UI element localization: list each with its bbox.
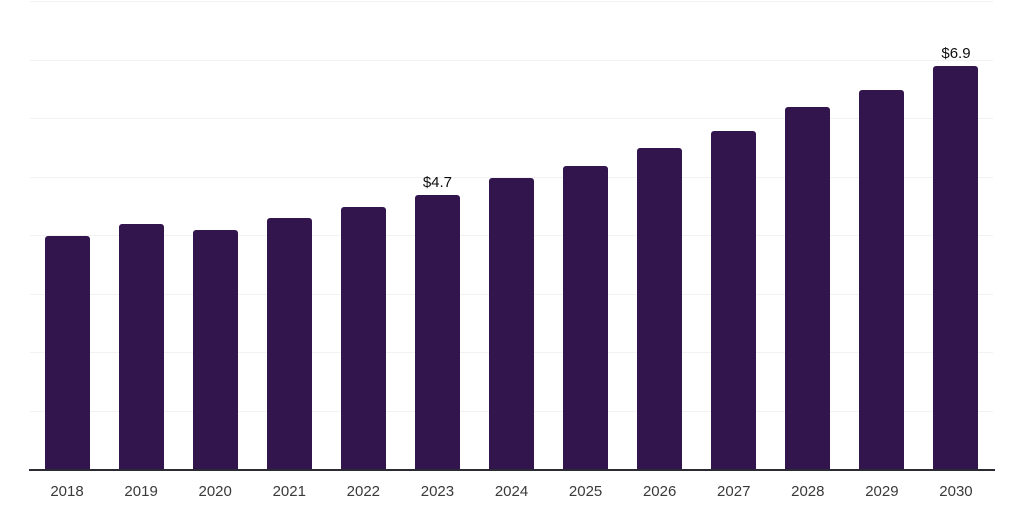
bar-band-2021 [252,2,326,470]
x-tick-label-2027: 2027 [717,483,751,500]
gridline-y-8 [30,1,993,2]
bar-band-2030: $6.9 [919,2,993,470]
x-tick-label-2030: 2030 [939,483,973,500]
gridline-y-7 [30,59,993,61]
bar-2020 [192,230,238,470]
bar-band-2019 [104,2,178,470]
x-axis-tick-labels: 2018 2019 2020 2021 2022 2023 2024 2025 2026 2027… [30,471,993,500]
x-tick-label-2022: 2022 [346,483,381,500]
bar-band-2022 [326,2,400,470]
bar-2023 [414,195,460,470]
bar-band-2029 [845,2,919,470]
bar-2018 [44,236,90,470]
bar-band-2027 [697,2,771,470]
bar-2030 [933,66,979,470]
x-tick-label-2028: 2028 [791,483,825,500]
bar-band-2020 [178,2,252,470]
gridline-y-5 [30,176,993,178]
bar-2026 [637,148,683,470]
x-tick-label-2019: 2019 [124,483,158,500]
bar-value-label-2030: $6.9 [941,45,971,63]
bar-band-2024 [474,2,548,470]
x-tick-label-2018: 2018 [50,483,84,500]
bar-series: $4.7 $6.9 [30,2,993,470]
gridline-y-6 [30,118,993,119]
x-tick-label-2023: 2023 [420,483,455,500]
x-tick-label-2026: 2026 [642,483,677,500]
bar-2028 [785,107,831,470]
bar-band-2026 [623,2,697,470]
bar-2019 [118,224,164,470]
bar-2025 [563,165,609,470]
bar-2024 [489,177,534,470]
bar-2022 [340,206,386,470]
bar-band-2023: $4.7 [400,2,474,470]
bar-value-label-2023: $4.7 [422,174,453,192]
bar-2027 [711,130,757,470]
x-tick-label-2021: 2021 [272,483,306,500]
bar-band-2018 [30,2,104,470]
bar-2029 [859,89,905,470]
plot-area: $4.7 $6.9 [29,1,995,471]
bar-band-2028 [771,2,845,470]
x-tick-label-2024: 2024 [494,483,529,500]
bar-2021 [266,218,312,470]
x-tick-label-2029: 2029 [865,483,899,500]
x-tick-label-2025: 2025 [568,483,603,500]
bar-band-2025 [549,2,623,470]
x-axis-line [29,469,995,471]
x-tick-label-2020: 2020 [198,483,232,500]
